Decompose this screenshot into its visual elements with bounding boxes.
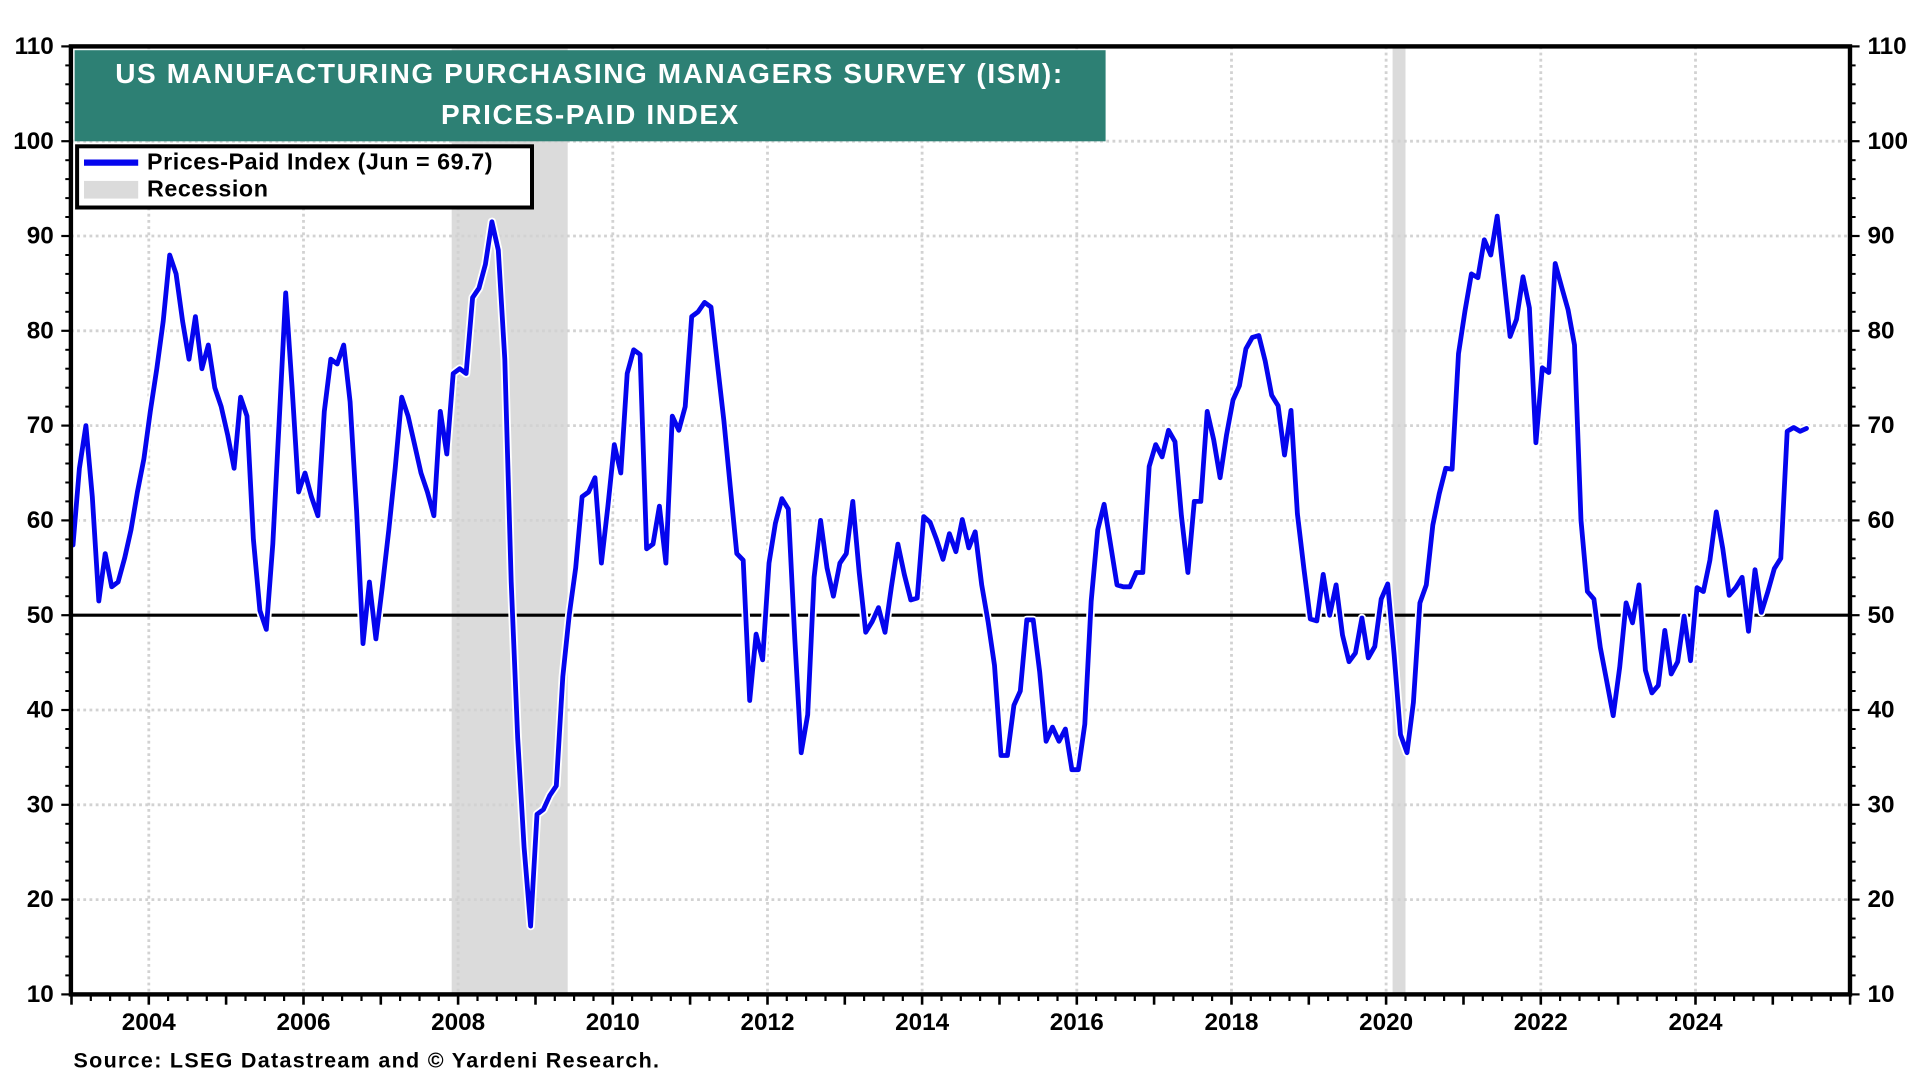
svg-text:80: 80 [27,317,54,344]
svg-text:40: 40 [1868,697,1895,724]
svg-text:2024: 2024 [1668,1009,1723,1036]
svg-text:2016: 2016 [1050,1009,1104,1036]
svg-text:20: 20 [1868,886,1895,913]
svg-text:60: 60 [27,507,54,534]
svg-text:10: 10 [1868,981,1895,1008]
svg-text:Recession: Recession [147,175,269,201]
svg-text:10: 10 [27,981,54,1008]
svg-text:50: 50 [1868,602,1895,629]
svg-text:PRICES-PAID INDEX: PRICES-PAID INDEX [441,99,740,130]
svg-text:2008: 2008 [431,1009,485,1036]
svg-text:2006: 2006 [276,1009,330,1036]
svg-text:Prices-Paid Index (Jun = 69.7): Prices-Paid Index (Jun = 69.7) [147,148,493,174]
svg-text:100: 100 [1868,128,1909,155]
svg-text:100: 100 [13,128,54,155]
svg-text:Source: LSEG Datastream and ©: Source: LSEG Datastream and © Yardeni Re… [74,1048,661,1072]
svg-text:2014: 2014 [895,1009,950,1036]
svg-text:2010: 2010 [586,1009,640,1036]
svg-text:2018: 2018 [1204,1009,1258,1036]
svg-text:30: 30 [1868,791,1895,818]
svg-text:2022: 2022 [1514,1009,1568,1036]
svg-text:2012: 2012 [740,1009,794,1036]
svg-text:20: 20 [27,886,54,913]
svg-text:70: 70 [27,412,54,439]
svg-text:110: 110 [1868,33,1907,60]
svg-text:90: 90 [1868,223,1895,250]
svg-text:2004: 2004 [122,1009,177,1036]
svg-text:60: 60 [1868,507,1895,534]
svg-text:70: 70 [1868,412,1895,439]
svg-text:90: 90 [27,223,54,250]
svg-text:US MANUFACTURING PURCHASING MA: US MANUFACTURING PURCHASING MANAGERS SUR… [115,58,1064,89]
svg-text:30: 30 [27,791,54,818]
svg-text:80: 80 [1868,317,1895,344]
svg-text:50: 50 [27,602,54,629]
svg-text:110: 110 [15,33,54,60]
svg-text:2020: 2020 [1359,1009,1413,1036]
svg-text:40: 40 [27,697,54,724]
